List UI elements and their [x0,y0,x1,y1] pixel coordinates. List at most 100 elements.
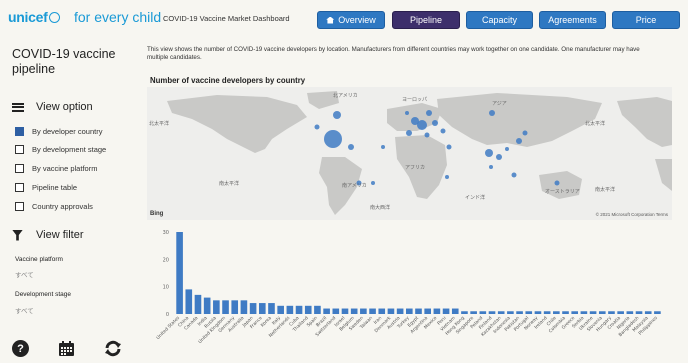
bar[interactable] [534,311,542,314]
bar[interactable] [350,308,358,314]
bar[interactable] [470,311,477,314]
help-icon[interactable]: ? [12,340,29,357]
bar[interactable] [268,303,275,314]
bar[interactable] [231,300,239,314]
checkbox[interactable] [15,145,24,154]
nav-price-button[interactable]: Price [612,11,680,29]
map-copyright[interactable]: © 2021 Microsoft Corporation Terms [595,212,668,217]
view-filter-header[interactable]: View filter [12,229,83,241]
bar[interactable] [249,303,257,314]
view-filter-label: View filter [36,229,84,241]
bar[interactable] [176,232,183,314]
bar[interactable] [194,294,202,314]
bar[interactable] [635,311,643,314]
globe-icon [49,11,61,23]
bar[interactable] [369,308,376,314]
filter-development-stage-select[interactable]: すべて [15,308,34,315]
bar[interactable] [451,308,459,314]
nav-label: Overview [338,15,376,25]
map-label: 南アメリカ [342,182,367,189]
option-label: Pipeline table [32,183,78,192]
map-label: 南大西洋 [370,204,390,211]
sidebar-title: COVID-19 vaccine pipeline [12,47,116,76]
unicef-logo[interactable]: unicef [8,9,61,25]
bar[interactable] [479,311,487,314]
bar[interactable] [442,308,450,314]
dashboard-title: COVID-19 Vaccine Market Dashboard [163,14,290,23]
bar[interactable] [240,300,248,314]
bar[interactable] [516,311,523,314]
bar[interactable] [589,311,597,314]
bar[interactable] [580,311,588,314]
bar[interactable] [507,311,514,314]
option-pipeline-table[interactable]: Pipeline table [15,183,77,192]
option-by-vaccine-platform[interactable]: By vaccine platform [15,164,97,173]
bar[interactable] [277,305,284,314]
map-label: オーストラリア [545,189,580,195]
bar[interactable] [304,305,312,314]
bar[interactable] [543,311,551,314]
bar[interactable] [424,308,431,314]
tagline: for every child [74,9,162,25]
y-tick-label: 30 [163,230,169,236]
bar[interactable] [323,308,330,314]
bar[interactable] [644,311,652,314]
developers-bar-chart[interactable]: 0 10 20 30 United States China Canada India Russ… [147,226,672,348]
bar[interactable] [314,305,321,314]
filter-vaccine-platform-select[interactable]: すべて [15,272,34,279]
bar[interactable] [626,311,634,314]
option-label: By development stage [32,145,107,154]
map-label: 南太平洋 [595,186,615,193]
bar[interactable] [286,305,294,314]
bar[interactable] [617,311,624,314]
checkbox[interactable] [15,183,24,192]
map-label: ヨーロッパ [402,97,427,103]
bar[interactable] [222,300,229,314]
nav-pipeline-button[interactable]: Pipeline [392,11,460,29]
nav-overview-button[interactable]: Overview [317,11,385,29]
map-label: 北太平洋 [149,120,169,127]
refresh-icon[interactable] [104,340,121,357]
bar[interactable] [571,311,579,314]
map-label: アフリカ [405,165,425,171]
nav-capacity-button[interactable]: Capacity [466,11,533,29]
bar[interactable] [525,311,533,314]
bar[interactable] [415,308,422,314]
bar[interactable] [258,303,266,314]
calendar-icon[interactable] [58,340,75,357]
bar[interactable] [553,311,560,314]
bar[interactable] [295,305,303,314]
nav-agreements-button[interactable]: Agreements [539,11,606,29]
bar[interactable] [360,308,367,314]
bar[interactable] [497,311,505,314]
checkbox[interactable] [15,164,24,173]
bar[interactable] [396,308,404,314]
world-map[interactable]: 北太平洋 北アメリカ ヨーロッパ アジア 北太平洋 南太平洋 南アメリカ アフリ… [147,87,672,220]
filter-vaccine-platform-label: Vaccine platform [15,256,63,263]
bar[interactable] [433,308,441,314]
bar[interactable] [562,311,569,314]
view-option-header[interactable]: View option [12,101,93,113]
bar[interactable] [341,308,349,314]
checkbox[interactable] [15,127,24,136]
bar[interactable] [185,289,193,314]
bar[interactable] [332,308,340,314]
option-country-approvals[interactable]: Country approvals [15,202,93,211]
option-label: By vaccine platform [32,164,98,173]
checkbox[interactable] [15,202,24,211]
bar[interactable] [406,308,413,314]
bar[interactable] [488,311,496,314]
option-by-development-stage[interactable]: By development stage [15,145,106,154]
bar[interactable] [378,308,386,314]
map-label: 南太平洋 [219,180,239,187]
bar[interactable] [654,311,661,314]
bar[interactable] [387,308,395,314]
bar[interactable] [598,311,606,314]
y-tick-label: 10 [163,285,169,291]
option-by-developer-country[interactable]: By developer country [15,127,102,136]
bar[interactable] [203,297,211,314]
bar[interactable] [213,300,220,314]
bar[interactable] [608,311,615,314]
bar[interactable] [461,311,468,314]
